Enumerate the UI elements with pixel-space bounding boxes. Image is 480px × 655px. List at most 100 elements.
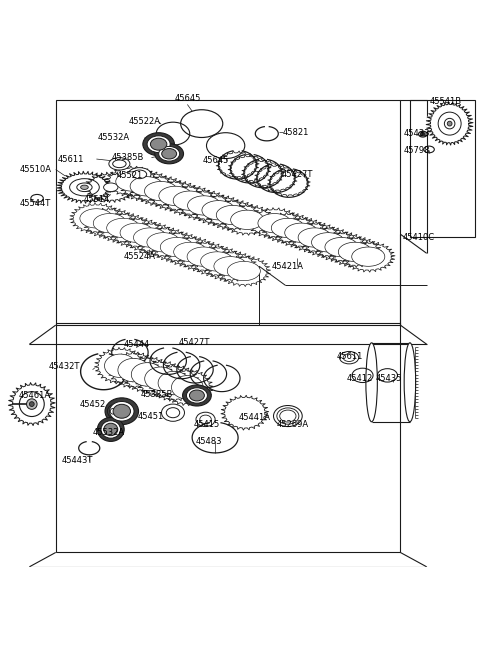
- Ellipse shape: [104, 183, 118, 191]
- Ellipse shape: [137, 227, 190, 258]
- Ellipse shape: [298, 228, 331, 247]
- Ellipse shape: [161, 369, 213, 405]
- Text: 45441A: 45441A: [239, 413, 270, 422]
- Ellipse shape: [29, 402, 34, 407]
- Ellipse shape: [108, 405, 121, 418]
- Text: 45514: 45514: [84, 195, 109, 204]
- Ellipse shape: [204, 251, 257, 282]
- Text: 45443T: 45443T: [61, 456, 93, 465]
- Ellipse shape: [105, 354, 136, 377]
- Ellipse shape: [109, 402, 134, 421]
- Ellipse shape: [190, 390, 204, 401]
- Ellipse shape: [144, 367, 177, 390]
- Text: 45524A: 45524A: [123, 252, 156, 261]
- Ellipse shape: [96, 212, 150, 244]
- Ellipse shape: [113, 160, 126, 168]
- Ellipse shape: [206, 200, 260, 231]
- Text: 45541B: 45541B: [430, 98, 462, 106]
- Ellipse shape: [173, 191, 206, 210]
- Text: 45798: 45798: [404, 146, 431, 155]
- Ellipse shape: [57, 171, 112, 203]
- Ellipse shape: [110, 217, 163, 248]
- Ellipse shape: [186, 388, 207, 403]
- Ellipse shape: [171, 375, 203, 399]
- Ellipse shape: [271, 218, 304, 238]
- Ellipse shape: [101, 421, 120, 438]
- Ellipse shape: [95, 347, 146, 384]
- Ellipse shape: [158, 371, 190, 395]
- Text: 45385B: 45385B: [141, 390, 173, 399]
- Text: 45444: 45444: [124, 340, 150, 348]
- Text: 45269A: 45269A: [276, 420, 309, 428]
- Text: 45522A: 45522A: [128, 117, 160, 126]
- Ellipse shape: [275, 217, 328, 248]
- Text: 45483: 45483: [196, 437, 222, 446]
- Text: 45427T: 45427T: [282, 170, 313, 179]
- Ellipse shape: [174, 242, 207, 261]
- Ellipse shape: [97, 417, 124, 441]
- Ellipse shape: [248, 208, 301, 238]
- Text: 45821: 45821: [283, 128, 310, 137]
- Text: 45412: 45412: [347, 374, 373, 383]
- Text: 45645: 45645: [174, 94, 201, 103]
- Ellipse shape: [148, 365, 200, 402]
- Ellipse shape: [447, 121, 452, 126]
- Ellipse shape: [288, 222, 341, 253]
- Ellipse shape: [128, 168, 151, 181]
- Ellipse shape: [144, 181, 178, 200]
- Ellipse shape: [70, 179, 99, 196]
- Ellipse shape: [81, 185, 88, 189]
- Ellipse shape: [404, 343, 416, 422]
- Ellipse shape: [214, 257, 247, 276]
- Ellipse shape: [187, 247, 220, 267]
- Ellipse shape: [188, 196, 221, 215]
- Ellipse shape: [426, 102, 473, 145]
- Ellipse shape: [366, 343, 377, 422]
- Text: 45611: 45611: [58, 155, 84, 164]
- Text: 45532A: 45532A: [98, 134, 130, 143]
- Ellipse shape: [161, 404, 184, 421]
- Ellipse shape: [132, 363, 163, 386]
- Text: 45521: 45521: [117, 171, 143, 180]
- Ellipse shape: [70, 203, 123, 234]
- Ellipse shape: [116, 172, 149, 191]
- Ellipse shape: [159, 147, 180, 161]
- Ellipse shape: [343, 354, 355, 362]
- Ellipse shape: [83, 208, 137, 238]
- Ellipse shape: [93, 214, 126, 233]
- Ellipse shape: [8, 383, 55, 426]
- Ellipse shape: [134, 176, 188, 206]
- Ellipse shape: [120, 171, 173, 202]
- Ellipse shape: [113, 404, 131, 419]
- Bar: [56, 323, 400, 552]
- Ellipse shape: [261, 212, 315, 244]
- Ellipse shape: [285, 223, 318, 242]
- Ellipse shape: [258, 214, 291, 233]
- Ellipse shape: [149, 180, 202, 212]
- Ellipse shape: [132, 170, 147, 179]
- Ellipse shape: [84, 172, 137, 202]
- Ellipse shape: [108, 352, 159, 388]
- Ellipse shape: [107, 218, 140, 238]
- Ellipse shape: [147, 233, 180, 252]
- Ellipse shape: [315, 232, 368, 263]
- Ellipse shape: [338, 242, 372, 261]
- Text: 45415: 45415: [193, 420, 220, 428]
- Ellipse shape: [118, 358, 150, 382]
- Ellipse shape: [325, 238, 358, 257]
- Ellipse shape: [105, 398, 139, 424]
- Ellipse shape: [230, 210, 264, 229]
- Ellipse shape: [221, 395, 269, 430]
- Ellipse shape: [150, 232, 204, 263]
- Ellipse shape: [150, 138, 167, 150]
- Ellipse shape: [220, 204, 274, 235]
- Ellipse shape: [143, 133, 174, 156]
- Text: 45461A: 45461A: [19, 391, 51, 400]
- Ellipse shape: [217, 255, 271, 286]
- Ellipse shape: [109, 158, 130, 170]
- Ellipse shape: [77, 183, 92, 191]
- Ellipse shape: [328, 236, 382, 267]
- Text: 45435: 45435: [375, 374, 402, 383]
- Ellipse shape: [80, 209, 113, 228]
- Text: 45410C: 45410C: [403, 233, 435, 242]
